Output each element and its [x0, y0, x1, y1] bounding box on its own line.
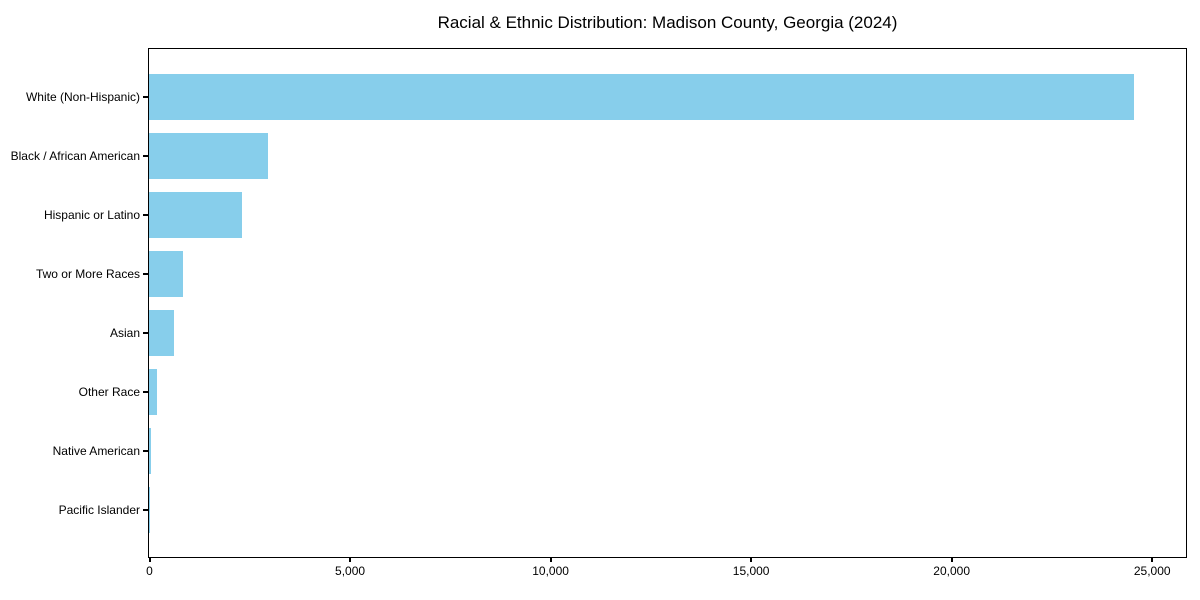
y-tick-label-hispanic-or-latino: Hispanic or Latino — [43, 208, 140, 222]
bar-white-non-hispanic — [149, 73, 1134, 120]
y-axis-tick — [143, 273, 148, 275]
x-tick-label-0: 0 — [146, 564, 153, 578]
y-axis-tick — [143, 391, 148, 393]
bar-asian — [149, 309, 175, 356]
plot-area — [148, 48, 1187, 558]
x-axis-tick — [950, 558, 953, 562]
y-tick-label-white-non-hispanic: White (Non-Hispanic) — [25, 90, 140, 104]
y-tick-label-two-or-more-races: Two or More Races — [35, 267, 140, 281]
bar-other-race — [149, 368, 158, 415]
x-axis-tick — [349, 558, 352, 562]
y-axis-tick — [143, 155, 148, 157]
y-axis-tick — [143, 96, 148, 98]
y-tick-label-native-american: Native American — [52, 444, 140, 458]
x-axis-tick — [750, 558, 753, 562]
bar-native-american — [149, 427, 152, 474]
bar-black-african-american — [149, 132, 269, 179]
x-tick-label-15-000: 15,000 — [732, 564, 770, 578]
x-tick-label-25-000: 25,000 — [1133, 564, 1171, 578]
x-axis-tick — [1151, 558, 1154, 562]
x-tick-label-20-000: 20,000 — [933, 564, 970, 578]
y-tick-label-pacific-islander: Pacific Islander — [58, 503, 140, 517]
y-tick-label-other-race: Other Race — [78, 385, 140, 399]
bar-hispanic-or-latino — [149, 191, 243, 238]
x-axis-tick — [148, 558, 151, 562]
x-tick-label-5-000: 5,000 — [335, 564, 366, 578]
y-tick-label-asian: Asian — [109, 326, 140, 340]
y-axis-tick — [143, 450, 148, 452]
x-axis-tick — [549, 558, 552, 562]
x-tick-label-10-000: 10,000 — [532, 564, 569, 578]
y-axis-tick — [143, 332, 148, 334]
y-axis-tick — [143, 509, 148, 511]
chart-title: Racial & Ethnic Distribution: Madison Co… — [437, 13, 898, 32]
bar-two-or-more-races — [149, 250, 184, 297]
bar-pacific-islander — [149, 486, 150, 533]
y-tick-label-black-african-american: Black / African American — [10, 149, 140, 163]
y-axis-tick — [143, 214, 148, 216]
